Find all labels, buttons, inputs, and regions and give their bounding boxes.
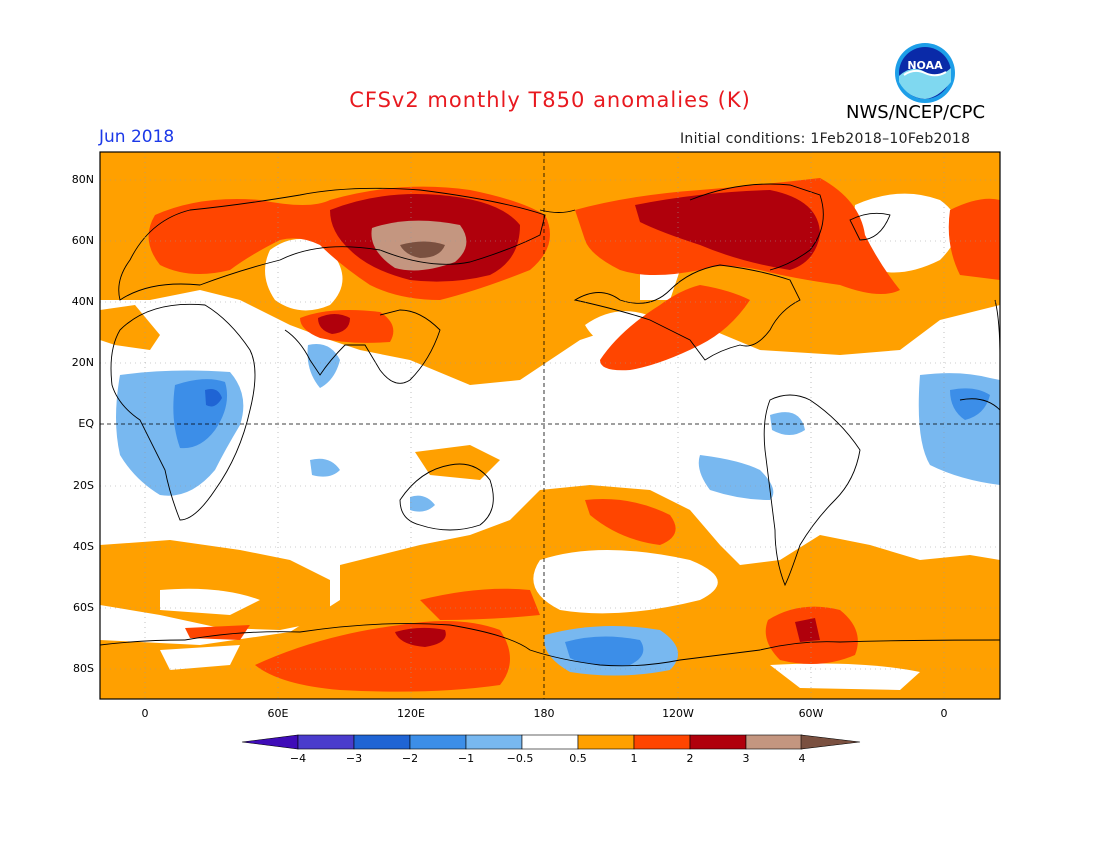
lon-label: 0 bbox=[940, 707, 948, 720]
colorbar-label: 0.5 bbox=[569, 752, 587, 765]
initial-conditions: Initial conditions: 1Feb2018–10Feb2018 bbox=[680, 131, 971, 147]
noaa-logo-text: NOAA bbox=[907, 59, 943, 72]
equator-dateline bbox=[100, 152, 1000, 699]
colorbar-label: −3 bbox=[345, 752, 363, 765]
lon-label: 60E bbox=[267, 707, 289, 720]
lon-label: 180 bbox=[533, 707, 555, 720]
colorbar-cell bbox=[689, 734, 747, 750]
map-frame bbox=[99, 151, 1001, 700]
lon-label: 60W bbox=[798, 707, 824, 720]
colorbar-cell bbox=[633, 734, 691, 750]
lat-label: 60S bbox=[73, 601, 94, 614]
lat-label: 40S bbox=[73, 540, 94, 553]
colorbar-label: −1 bbox=[457, 752, 475, 765]
near-zero-regions bbox=[160, 193, 958, 690]
colorbar-label: 3 bbox=[742, 752, 750, 765]
colorbar-label: 1 bbox=[630, 752, 638, 765]
forecast-month: Jun 2018 bbox=[99, 127, 175, 147]
organization-label: NWS/NCEP/CPC bbox=[846, 102, 986, 123]
colorbar-cell bbox=[745, 734, 803, 750]
anomaly-band-neg-2 bbox=[205, 389, 222, 407]
lat-label: 20N bbox=[71, 356, 94, 369]
colorbar-label: −2 bbox=[401, 752, 419, 765]
lat-lon-grid bbox=[100, 152, 1000, 699]
colorbar-cell bbox=[353, 734, 411, 750]
noaa-logo-icon: NOAA bbox=[895, 43, 955, 103]
lat-label: EQ bbox=[78, 417, 94, 430]
lat-label: 60N bbox=[71, 234, 94, 247]
colorbar-cell bbox=[297, 734, 355, 750]
coastlines bbox=[100, 183, 1000, 667]
colorbar-cap-high bbox=[800, 734, 861, 750]
colorbar-cell bbox=[465, 734, 523, 750]
lat-label: 40N bbox=[71, 295, 94, 308]
colorbar-label: −4 bbox=[289, 752, 307, 765]
map-title: CFSv2 monthly T850 anomalies (K) bbox=[349, 88, 751, 112]
colorbar-cell bbox=[409, 734, 467, 750]
lat-label: 20S bbox=[73, 479, 94, 492]
colorbar bbox=[241, 734, 861, 750]
lon-label: 0 bbox=[141, 707, 149, 720]
colorbar-cell bbox=[577, 734, 635, 750]
lon-label: 120W bbox=[662, 707, 694, 720]
lat-label: 80N bbox=[71, 173, 94, 186]
lat-label: 80S bbox=[73, 662, 94, 675]
colorbar-label: 2 bbox=[686, 752, 694, 765]
lon-label: 120E bbox=[397, 707, 425, 720]
colorbar-label: 4 bbox=[798, 752, 806, 765]
colorbar-cell bbox=[521, 734, 579, 750]
anomaly-band-above-4 bbox=[400, 241, 445, 258]
colorbar-label: −0.5 bbox=[506, 752, 534, 765]
colorbar-cap-low bbox=[241, 734, 299, 750]
